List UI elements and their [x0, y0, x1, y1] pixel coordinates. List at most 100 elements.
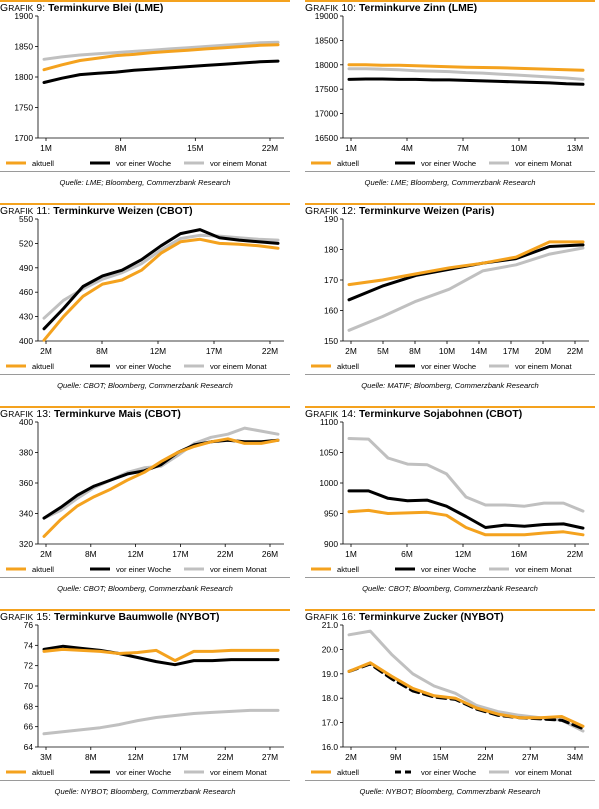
divider — [0, 374, 290, 375]
legend-label: vor einem Monat — [515, 159, 572, 168]
chart-name: Terminkurve Weizen (CBOT) — [53, 206, 193, 217]
y-tick-label: 18000 — [315, 60, 339, 70]
source-note: Quelle: NYBOT; Bloomberg, Commerzbank Re… — [359, 787, 541, 796]
chart-panel-weizen-cbot: GRAFIK 11: Terminkurve Weizen (CBOT) 400… — [0, 203, 290, 403]
title-rule — [305, 0, 595, 2]
divider — [305, 780, 595, 781]
x-tick-label: 1M — [345, 549, 357, 559]
y-tick-label: 900 — [324, 539, 338, 549]
legend-label: vor einem Monat — [210, 362, 267, 371]
x-tick-label: 1M — [40, 143, 52, 153]
chart-panel-zinn: GRAFIK 10: Terminkurve Zinn (LME) 16500 1… — [305, 0, 595, 200]
y-tick-label: 490 — [19, 263, 33, 273]
chart-number: GRAFIK 14: — [305, 409, 357, 420]
line-chart: 16500 17000 17500 18000 18500 19000 1M 4M 7M 10M 1… — [311, 11, 589, 168]
y-tick-label: 950 — [324, 509, 338, 519]
x-tick-label: 12M — [127, 752, 143, 762]
x-tick-label: 12M — [127, 549, 143, 559]
chart-name: Terminkurve Baumwolle (NYBOT) — [53, 612, 220, 623]
divider — [305, 577, 595, 578]
series-line-vor-einer-Woche — [42, 228, 280, 331]
x-tick-label: 14M — [471, 346, 487, 356]
chart-panel-mais: GRAFIK 13: Terminkurve Mais (CBOT) 320 34… — [0, 406, 290, 606]
series-line-vor-einem-Monat — [347, 437, 585, 513]
divider — [0, 577, 290, 578]
legend-label: vor einem Monat — [210, 768, 267, 777]
line-chart: 900 950 1000 1050 1100 1M 6M 12M 16M 22M aktuell vo… — [311, 417, 589, 574]
x-tick-label: 17M — [503, 346, 519, 356]
chart-number: GRAFIK 16: — [305, 612, 357, 623]
x-tick-label: 2M — [40, 346, 52, 356]
chart-panel-baumwolle: GRAFIK 15: Terminkurve Baumwolle (NYBOT)… — [0, 609, 290, 809]
x-tick-label: 34M — [567, 752, 583, 762]
grafik-smallcaps: RAFIK — [313, 612, 339, 622]
y-tick-label: 18.0 — [322, 693, 339, 703]
source-note: Quelle: NYBOT; Bloomberg, Commerzbank Re… — [54, 787, 236, 796]
y-tick-label: 180 — [324, 245, 338, 255]
x-tick-label: 10M — [439, 346, 455, 356]
line-chart: 150 160 170 180 190 2M 5M 8M 10M 14M 17M 20M 22M aktu… — [311, 214, 589, 371]
series-line-vor-einer-Woche — [347, 77, 585, 86]
y-tick-label: 20.0 — [322, 644, 339, 654]
line-chart: 320 340 360 380 400 2M 8M 12M 17M 22M 26M aktuell vo… — [6, 417, 284, 574]
x-tick-label: 4M — [401, 143, 413, 153]
source-note: Quelle: LME; Bloomberg, Commerzbank Rese… — [364, 178, 536, 187]
chart-title: GRAFIK 16: Terminkurve Zucker (NYBOT) — [305, 612, 504, 623]
series-line-vor-einem-Monat — [42, 233, 280, 320]
x-tick-label: 7M — [457, 143, 469, 153]
line-chart: 16.0 17.0 18.0 19.0 20.0 21.0 2M 9M 15M 22M 27M 34M… — [311, 620, 589, 777]
y-tick-label: 340 — [19, 509, 33, 519]
legend: aktuell vor einer Woche vor einem Monat — [6, 565, 267, 574]
x-tick-label: 22M — [217, 752, 233, 762]
source-note: Quelle: CBOT; Bloomberg, Commerzbank Res… — [57, 381, 233, 390]
x-tick-label: 12M — [150, 346, 166, 356]
y-tick-label: 66 — [24, 722, 34, 732]
legend-label: aktuell — [337, 159, 359, 168]
chart-number: GRAFIK 13: — [0, 409, 52, 420]
title-rule — [0, 406, 290, 408]
line-chart: 64 66 68 70 72 74 76 3M 8M 12M 17M 22M 27M aktuell vor… — [6, 620, 284, 777]
series-line-aktuell — [42, 237, 280, 342]
y-tick-label: 70 — [24, 681, 34, 691]
chart-title: GRAFIK 14: Terminkurve Sojabohnen (CBOT) — [305, 409, 522, 420]
chart-title: GRAFIK 9: Terminkurve Blei (LME) — [0, 3, 163, 14]
grafik-smallcaps: RAFIK — [313, 3, 339, 13]
legend-label: vor einer Woche — [116, 768, 171, 777]
x-tick-label: 3M — [40, 752, 52, 762]
line-chart: 1700 1750 1800 1850 1900 1M 8M 15M 22M aktuell vor… — [6, 11, 284, 168]
title-rule — [0, 203, 290, 205]
y-tick-label: 380 — [19, 448, 33, 458]
legend-label: vor einem Monat — [515, 565, 572, 574]
chart-panel-zucker: GRAFIK 16: Terminkurve Zucker (NYBOT) 16… — [305, 609, 595, 809]
y-tick-label: 430 — [19, 312, 33, 322]
x-tick-label: 22M — [477, 752, 493, 762]
y-tick-label: 190 — [324, 214, 338, 224]
chart-number: GRAFIK 9: — [0, 3, 46, 14]
legend-label: aktuell — [337, 768, 359, 777]
legend: aktuell vor einer Woche vor einem Monat — [6, 159, 267, 168]
series-line-aktuell — [347, 63, 585, 72]
series-line-aktuell — [42, 437, 280, 538]
chart-name: Terminkurve Weizen (Paris) — [358, 206, 495, 217]
title-rule — [305, 406, 595, 408]
series-line-vor-einer-Woche — [347, 662, 585, 731]
y-tick-label: 1050 — [319, 448, 338, 458]
x-tick-label: 8M — [85, 752, 97, 762]
legend-label: vor einer Woche — [116, 362, 171, 371]
x-tick-label: 12M — [455, 549, 471, 559]
legend: aktuell vor einer Woche vor einem Monat — [311, 159, 572, 168]
y-tick-label: 360 — [19, 478, 33, 488]
title-rule — [0, 609, 290, 611]
y-tick-label: 16.0 — [322, 742, 339, 752]
legend-label: vor einer Woche — [116, 159, 171, 168]
source-note: Quelle: MATIF; Bloomberg, Commerzbank Re… — [361, 381, 539, 390]
y-tick-label: 320 — [19, 539, 33, 549]
y-tick-label: 400 — [19, 417, 33, 427]
chart-name: Terminkurve Blei (LME) — [48, 3, 164, 14]
divider — [305, 171, 595, 172]
series-line-vor-einem-Monat — [347, 246, 585, 332]
x-tick-label: 10M — [511, 143, 527, 153]
divider — [305, 374, 595, 375]
series-line-vor-einem-Monat — [347, 67, 585, 81]
x-tick-label: 6M — [401, 549, 413, 559]
